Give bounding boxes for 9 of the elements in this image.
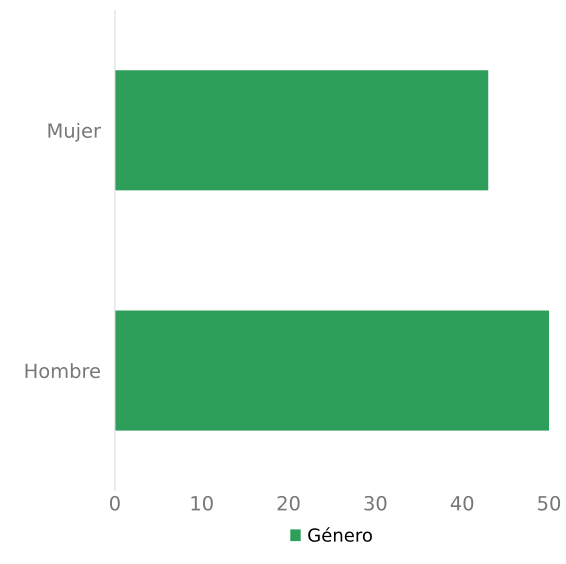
x-tick-label: 0 <box>110 496 120 511</box>
y-tick-label: Hombre <box>26 363 100 378</box>
x-tick-label: 30 <box>364 496 386 511</box>
x-tick-label: 10 <box>191 496 213 511</box>
x-tick-label: 40 <box>450 496 474 511</box>
x-tick-label: 20 <box>278 496 300 511</box>
legend-label: Género <box>308 527 372 542</box>
y-tick-label: Mujer <box>48 122 102 142</box>
x-tick-label: 50 <box>538 496 560 511</box>
